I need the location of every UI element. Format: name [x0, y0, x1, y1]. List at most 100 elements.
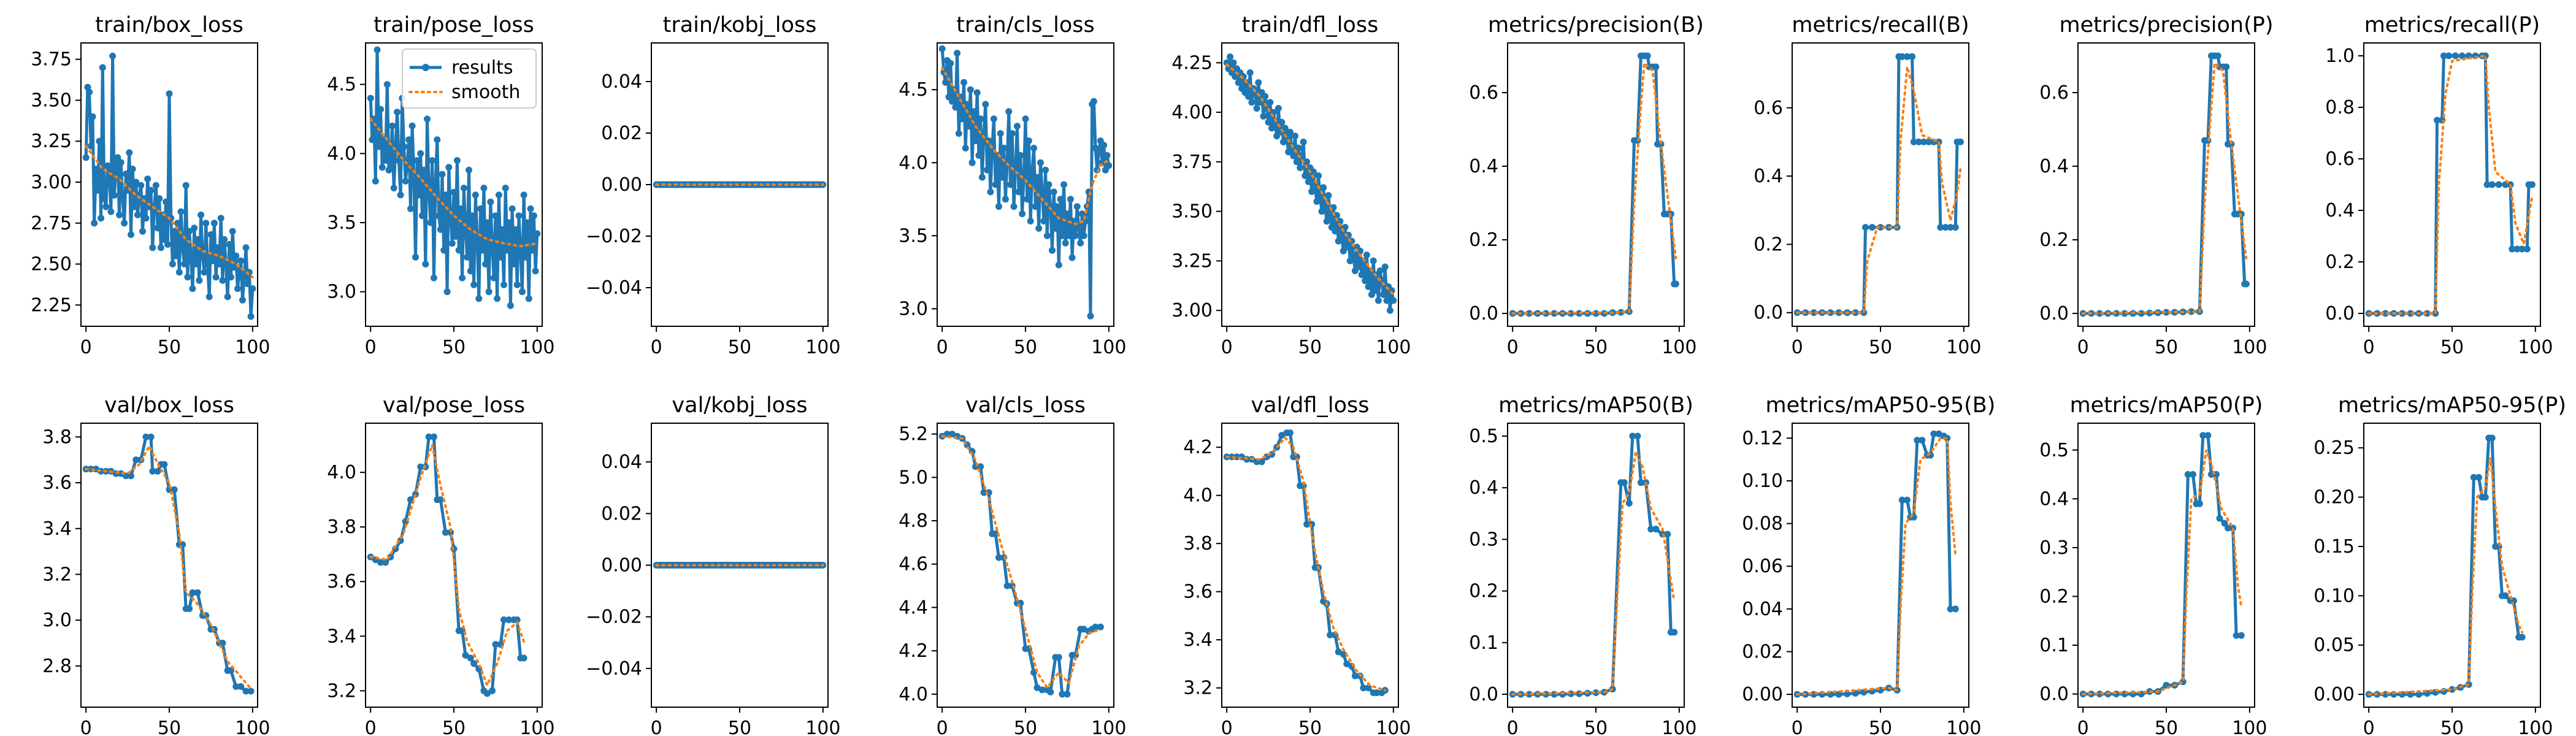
- y-tick-label: 2.25: [31, 294, 72, 316]
- results-point: [237, 257, 245, 264]
- legend-results-marker: [422, 64, 429, 71]
- results-point: [938, 45, 946, 52]
- results-point: [205, 293, 213, 301]
- y-tick-label: 0.06: [1742, 556, 1783, 577]
- x-tick-label: 0: [1221, 337, 1233, 358]
- y-tick-label: 0.0: [1754, 302, 1783, 324]
- results-point: [492, 641, 499, 648]
- x-tick-label: 50: [1014, 718, 1037, 736]
- results-point: [110, 191, 118, 199]
- subplot: train/pose_loss 0 50 100 3.0 3.5 4.0 4.5 results…: [327, 13, 554, 358]
- results-point: [2513, 245, 2521, 253]
- results-point: [462, 651, 469, 659]
- y-tick-label: 2.50: [31, 254, 72, 275]
- results-point: [520, 191, 527, 199]
- results-point: [174, 220, 182, 227]
- results-point: [1390, 297, 1397, 304]
- results-point: [189, 589, 196, 596]
- results-point: [1080, 232, 1087, 239]
- results-point: [161, 236, 168, 243]
- results-point: [1049, 247, 1056, 254]
- y-tick-label: 3.00: [1171, 300, 1213, 321]
- results-point: [1835, 691, 1842, 698]
- results-point: [1937, 224, 1944, 231]
- y-tick-label: 0.02: [1742, 641, 1783, 662]
- results-point: [2216, 515, 2223, 522]
- results-point: [132, 456, 140, 464]
- subplot-title: train/dfl_loss: [1242, 13, 1379, 37]
- results-point: [1652, 63, 1660, 71]
- results-point: [204, 261, 211, 267]
- results-point: [429, 157, 436, 164]
- subplot-title: val/dfl_loss: [1251, 393, 1369, 418]
- y-tick-label: 5.2: [899, 424, 928, 445]
- results-point: [201, 269, 208, 276]
- results-point: [236, 269, 243, 276]
- x-tick-label: 100: [235, 337, 270, 358]
- results-point: [109, 52, 117, 59]
- subplot-title: metrics/mAP50(B): [1498, 393, 1693, 418]
- results-point: [1617, 309, 1625, 316]
- results-point: [1325, 192, 1332, 199]
- results-point: [417, 463, 424, 470]
- results-point: [1373, 689, 1381, 696]
- axes-frame: [80, 423, 258, 708]
- results-point: [1038, 686, 1046, 694]
- results-point: [1327, 212, 1334, 219]
- results-point: [987, 188, 994, 196]
- x-tick-label: 0: [651, 718, 662, 736]
- results-point: [467, 654, 474, 662]
- results-point: [507, 302, 514, 309]
- results-point: [387, 161, 394, 168]
- results-point: [442, 529, 449, 536]
- y-tick-label: 0.2: [1469, 581, 1498, 602]
- smooth-line: [369, 118, 539, 248]
- results-point: [469, 212, 476, 220]
- subplot: val/pose_loss 0 50 100 3.2 3.4 3.6 3.8 4.0: [327, 393, 554, 736]
- results-point: [189, 285, 196, 293]
- results-point: [216, 261, 223, 267]
- y-tick-label: 0.4: [1469, 477, 1498, 499]
- results-point: [139, 228, 146, 235]
- results-point: [1652, 526, 1660, 533]
- results-point: [182, 182, 190, 189]
- results-point: [995, 554, 1002, 561]
- results-point: [224, 293, 231, 301]
- x-tick-label: 100: [235, 718, 270, 736]
- results-point: [1355, 263, 1362, 270]
- y-tick-label: 0.04: [1742, 599, 1783, 620]
- results-point: [378, 164, 386, 171]
- results-point: [1362, 277, 1369, 285]
- results-point: [1067, 196, 1074, 203]
- results-point: [394, 109, 401, 116]
- subplot-title: train/pose_loss: [374, 13, 534, 37]
- results-point: [1305, 178, 1312, 185]
- y-tick-label: 4.25: [1171, 52, 1213, 74]
- results-point: [1059, 232, 1066, 239]
- subplot: metrics/recall(P) 0 50 100 0.0 0.2 0.4 0.6 0.8 1.…: [2325, 13, 2553, 358]
- results-point: [134, 211, 141, 218]
- x-tick-label: 50: [158, 337, 181, 358]
- results-point: [508, 205, 516, 212]
- smooth-line: [2082, 450, 2243, 696]
- results-point: [422, 261, 429, 268]
- y-tick-label: 0.2: [2325, 251, 2355, 273]
- results-point: [1357, 247, 1363, 255]
- results-point: [1592, 689, 1600, 696]
- results-point: [955, 130, 962, 137]
- results-point: [117, 159, 125, 166]
- results-point: [1386, 307, 1393, 314]
- results-point: [430, 274, 437, 282]
- results-point: [161, 461, 168, 468]
- results-point: [1343, 243, 1351, 251]
- results-point: [1059, 691, 1066, 698]
- y-tick-label: −0.02: [586, 607, 642, 628]
- results-point: [1303, 521, 1311, 528]
- results-point: [413, 157, 421, 164]
- smooth-line: [85, 145, 254, 278]
- results-point: [407, 205, 414, 212]
- results-point: [968, 159, 976, 166]
- x-tick-label: 50: [442, 718, 466, 736]
- results-point: [973, 89, 981, 96]
- subplot: val/box_loss 0 50 100 2.8 3.0 3.2 3.4 3.6 3.8: [42, 393, 270, 736]
